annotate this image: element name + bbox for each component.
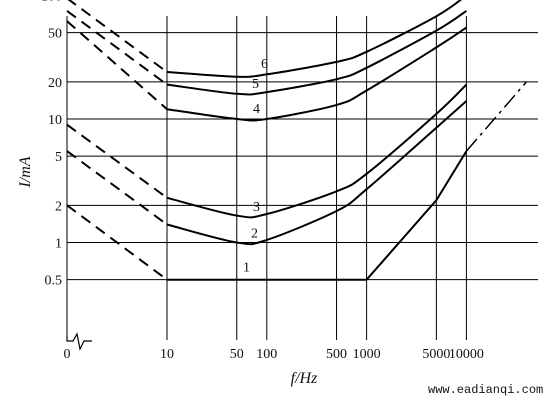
x-tick-label: 1000 [353, 347, 381, 362]
series-6-extrapolation [67, 0, 168, 73]
x-axis-title: f/Hz [291, 370, 318, 387]
series-5-line [166, 10, 467, 96]
x-tick-label: 5000 [422, 347, 450, 362]
y-tick-label: 1 [55, 237, 62, 252]
grid [66, 16, 538, 340]
series-3-extrapolation [66, 123, 168, 199]
x-tick-label: 0 [64, 347, 71, 362]
curve-label-1: 1 [243, 261, 250, 276]
y-tick-label: 2 [55, 199, 62, 214]
x-tick-label: 10000 [449, 347, 484, 362]
y-tick-label: 5 [55, 150, 62, 165]
x-tick-label: 100 [256, 347, 277, 362]
curve-label-4: 4 [253, 102, 260, 117]
x-tick-label: 500 [326, 347, 347, 362]
curve-label-5: 5 [252, 77, 259, 92]
series-1-extrapolation [66, 204, 168, 281]
x-tick-label: 50 [230, 347, 244, 362]
series-5-extrapolation [66, 10, 168, 86]
curve-label-2: 2 [251, 227, 258, 242]
series-6-line [166, 0, 463, 78]
y-tick-label: 10 [48, 113, 62, 128]
watermark: www.eadianqi.com [428, 383, 544, 397]
series-2-extrapolation [66, 150, 168, 226]
curve-label-3: 3 [253, 200, 260, 215]
y-axis-title: I/mA [17, 156, 34, 188]
series-1-extension [465, 81, 528, 152]
axis-break-mark [66, 332, 92, 351]
series-1-line [167, 150, 468, 281]
x-tick-label: 10 [160, 347, 174, 362]
y-tick-label: 0.5 [45, 274, 63, 289]
curve-label-6: 6 [261, 57, 268, 72]
y-tick-label: 50 [48, 27, 62, 42]
curve-labels: 1 2 3 4 56 [243, 57, 268, 276]
y-tick-label: 20 [48, 76, 62, 91]
series-4-line [166, 26, 467, 122]
curves [66, 0, 528, 281]
series-3-line [166, 83, 468, 219]
series-4-extrapolation [66, 20, 168, 110]
series-2-line [166, 100, 468, 246]
y-tick-label: 100 [41, 0, 62, 5]
